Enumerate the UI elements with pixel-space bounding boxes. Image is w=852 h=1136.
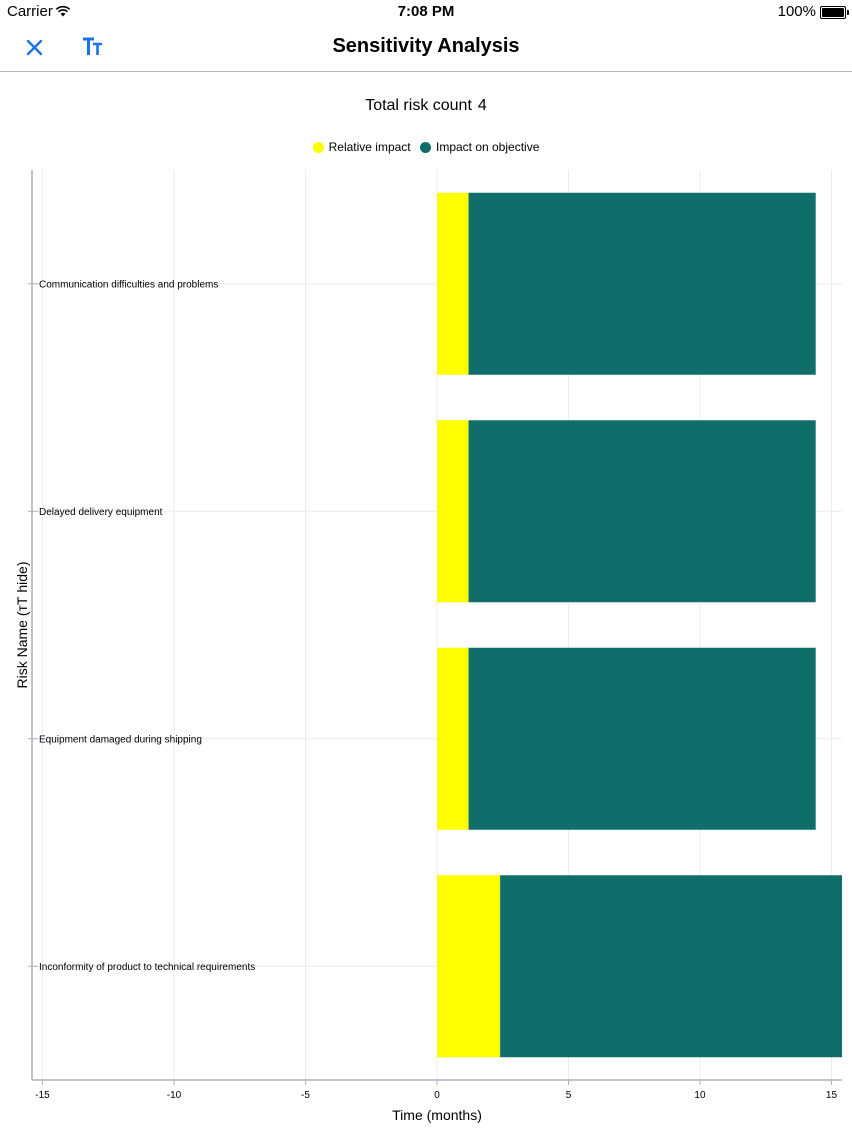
x-axis-title: Time (months) [392,1107,482,1123]
total-risk-count: 4 [477,97,487,114]
bar-relative-impact[interactable] [437,192,469,375]
x-tick-label: 0 [434,1090,440,1101]
category-label: Communication difficulties and problems [39,279,218,290]
page-title: Sensitivity Analysis [332,35,520,57]
chart-legend: Relative impact Impact on objective [0,140,852,156]
close-icon [26,39,43,56]
total-risk-label: Total risk count [365,97,472,114]
legend-item-impact-on-objective[interactable]: Impact on objective [419,140,540,154]
total-risk-summary: Total risk count 4 [0,97,852,115]
legend-swatch-impact-on-objective [419,141,431,153]
bar-impact-on-objective[interactable] [468,647,816,830]
x-tick-label: -15 [35,1090,50,1101]
bar-impact-on-objective[interactable] [468,192,816,375]
category-label: Delayed delivery equipment [39,507,163,518]
nav-bar: Sensitivity Analysis [0,24,852,72]
y-axis-title: Risk Name (тТ hide) [14,562,30,689]
bar-relative-impact[interactable] [437,875,501,1058]
legend-swatch-relative-impact [312,141,324,153]
category-label: Equipment damaged during shipping [39,734,202,745]
x-tick-label: 10 [694,1090,706,1101]
wifi-icon [55,4,71,21]
bar-relative-impact[interactable] [437,420,469,603]
bar-relative-impact[interactable] [437,647,469,830]
sensitivity-chart: -15 -10 -5 0 5 10 15 Communication difficulties… [14,170,842,1123]
close-button[interactable] [20,33,50,63]
text-size-icon [83,37,102,55]
legend-label-relative-impact: Relative impact [328,140,411,154]
legend-label-impact-on-objective: Impact on objective [435,140,540,154]
carrier-label: Carrier [7,3,53,20]
bar-impact-on-objective[interactable] [468,420,816,603]
battery-icon [820,6,849,19]
x-tick-label: -5 [301,1090,310,1101]
bar-impact-on-objective[interactable] [500,875,842,1058]
status-time: 7:08 PM [397,3,455,20]
legend-item-relative-impact[interactable]: Relative impact [312,140,411,154]
x-tick-label: 15 [826,1090,838,1101]
x-tick-label: -10 [167,1090,182,1101]
battery-percent: 100% [777,3,816,20]
x-tick-label: 5 [566,1090,572,1101]
status-bar: Carrier 7:08 PM 100% [0,0,852,24]
text-size-button[interactable] [80,33,110,63]
category-label: Inconformity of product to technical req… [39,962,255,973]
